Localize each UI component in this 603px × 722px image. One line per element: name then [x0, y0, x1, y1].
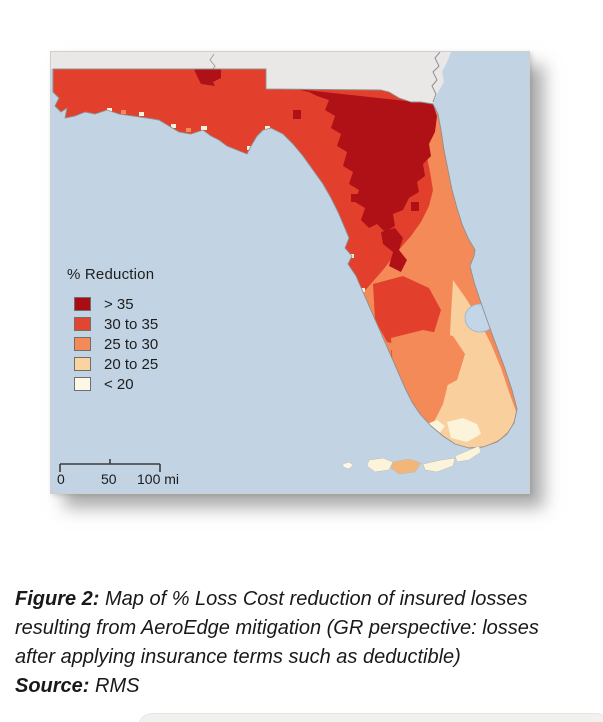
region-25-30-southwest-blob	[391, 330, 465, 392]
legend-label: 25 to 30	[104, 335, 159, 353]
region-gt-35	[296, 89, 437, 232]
legend-swatch-25-30	[74, 337, 91, 351]
florida-outline	[52, 68, 518, 449]
caption-source-line: Source: RMS	[15, 672, 597, 701]
scale-bar-graphic	[59, 459, 161, 472]
legend-label: 20 to 25	[104, 355, 159, 373]
river-line-ne	[431, 52, 441, 103]
out-of-state-land	[51, 52, 451, 104]
scale-label-50: 50	[101, 471, 117, 487]
legend-row: 30 to 35	[67, 314, 158, 334]
legend-swatch-lt-20	[74, 377, 91, 391]
region-gt-35-border-patch	[194, 69, 221, 86]
legend-swatch-gt-35	[74, 297, 91, 311]
florida-map-figure: % Reduction > 35 30 to 35 25 to 30 20 to…	[50, 51, 530, 494]
source-label: Source:	[15, 675, 90, 697]
region-lt-20-tip	[447, 418, 481, 442]
scale-label-100: 100 mi	[137, 471, 180, 487]
legend-row: 20 to 25	[67, 354, 158, 374]
legend-label: 30 to 35	[104, 315, 159, 333]
legend-row: 25 to 30	[67, 334, 158, 354]
map-legend: % Reduction > 35 30 to 35 25 to 30 20 to…	[67, 266, 158, 394]
legend-label: < 20	[104, 375, 134, 393]
coastal-specks-orange	[121, 110, 191, 132]
florida-choropleth-svg	[51, 52, 529, 493]
caption-line-3: after applying insurance terms such as d…	[15, 646, 461, 668]
next-section-panel-edge	[138, 713, 603, 722]
region-30-35-central-blob	[373, 276, 441, 348]
region-gt-35-streak	[381, 228, 407, 272]
legend-label: > 35	[104, 295, 134, 313]
legend-row: < 20	[67, 374, 158, 394]
figure-label: Figure 2:	[15, 588, 100, 610]
caption-line-2: resulting from AeroEdge mitigation (GR p…	[15, 617, 539, 639]
caption-text: Map of % Loss Cost reduction of insured …	[99, 588, 528, 610]
map-scale-bar: 0 50 100 mi	[53, 451, 243, 495]
figure-caption: Figure 2: Map of % Loss Cost reduction o…	[15, 585, 597, 701]
source-value: RMS	[89, 675, 140, 697]
region-20-25	[428, 280, 517, 448]
legend-row: > 35	[67, 294, 158, 314]
legend-swatch-30-35	[74, 317, 91, 331]
caption-line-1: Figure 2: Map of % Loss Cost reduction o…	[15, 585, 597, 614]
florida-keys	[342, 445, 482, 475]
legend-title: % Reduction	[67, 266, 155, 283]
scale-label-0: 0	[57, 471, 65, 487]
legend-swatch-20-25	[74, 357, 91, 371]
